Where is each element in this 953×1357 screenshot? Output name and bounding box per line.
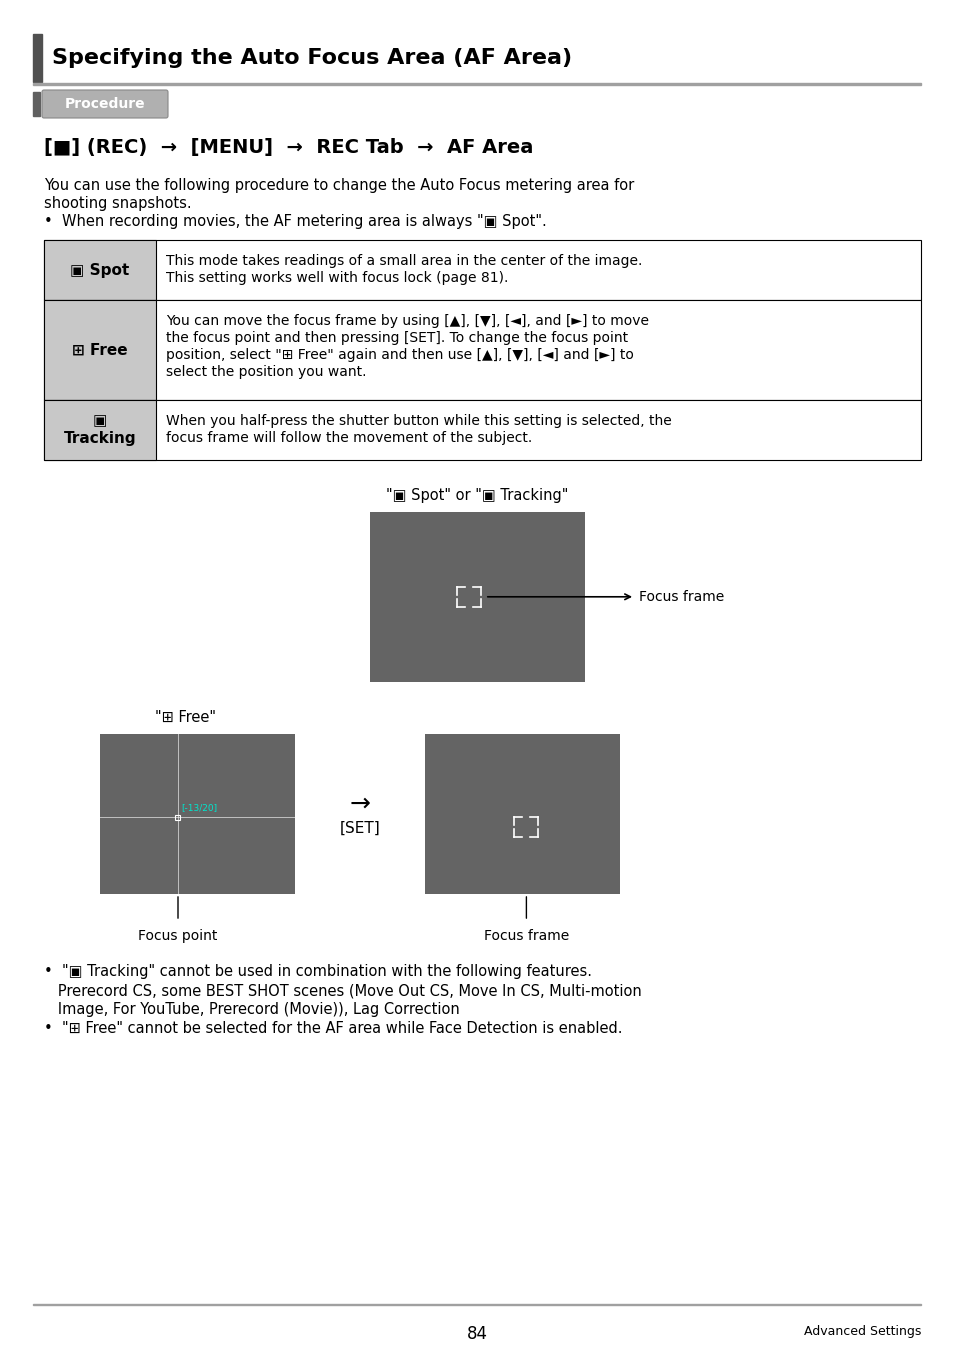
Text: position, select "⊞ Free" again and then use [▲], [▼], [◄] and [►] to: position, select "⊞ Free" again and then… bbox=[166, 347, 633, 362]
Text: select the position you want.: select the position you want. bbox=[166, 365, 366, 379]
Text: You can use the following procedure to change the Auto Focus metering area for: You can use the following procedure to c… bbox=[44, 178, 634, 193]
Text: Image, For YouTube, Prerecord (Movie)), Lag Correction: Image, For YouTube, Prerecord (Movie)), … bbox=[44, 1001, 459, 1016]
Bar bbox=[44, 400, 920, 460]
Text: •  "▣ Tracking" cannot be used in combination with the following features.: • "▣ Tracking" cannot be used in combina… bbox=[44, 963, 592, 978]
Bar bbox=[33, 34, 42, 81]
Text: the focus point and then pressing [SET]. To change the focus point: the focus point and then pressing [SET].… bbox=[166, 331, 627, 345]
Text: [■] (REC)  →  [MENU]  →  REC Tab  →  AF Area: [■] (REC) → [MENU] → REC Tab → AF Area bbox=[44, 138, 533, 157]
Text: "▣ Spot" or "▣ Tracking": "▣ Spot" or "▣ Tracking" bbox=[385, 489, 568, 503]
Text: This setting works well with focus lock (page 81).: This setting works well with focus lock … bbox=[166, 271, 508, 285]
Bar bbox=[33, 92, 40, 115]
Bar bbox=[44, 300, 156, 400]
Text: Focus frame: Focus frame bbox=[483, 930, 568, 943]
Text: Tracking: Tracking bbox=[64, 432, 136, 446]
Bar bbox=[424, 734, 619, 894]
Bar bbox=[100, 734, 294, 894]
Text: [-13/20]: [-13/20] bbox=[181, 803, 217, 813]
Text: Focus frame: Focus frame bbox=[639, 590, 723, 604]
Bar bbox=[44, 240, 920, 300]
Text: Focus point: Focus point bbox=[138, 930, 217, 943]
Bar bbox=[175, 814, 180, 820]
Text: Procedure: Procedure bbox=[65, 96, 145, 111]
Text: ⊞ Free: ⊞ Free bbox=[72, 342, 128, 357]
Text: Specifying the Auto Focus Area (AF Area): Specifying the Auto Focus Area (AF Area) bbox=[52, 47, 572, 68]
FancyBboxPatch shape bbox=[42, 90, 168, 118]
Text: Prerecord CS, some BEST SHOT scenes (Move Out CS, Move In CS, Multi-motion: Prerecord CS, some BEST SHOT scenes (Mov… bbox=[44, 982, 641, 997]
Text: "⊞ Free": "⊞ Free" bbox=[154, 710, 215, 725]
Text: •  When recording movies, the AF metering area is always "▣ Spot".: • When recording movies, the AF metering… bbox=[44, 214, 546, 229]
Text: focus frame will follow the movement of the subject.: focus frame will follow the movement of … bbox=[166, 432, 532, 445]
Bar bbox=[44, 240, 156, 300]
Bar bbox=[33, 1304, 920, 1305]
Bar bbox=[370, 512, 584, 683]
Text: ▣: ▣ bbox=[92, 414, 107, 429]
Text: When you half-press the shutter button while this setting is selected, the: When you half-press the shutter button w… bbox=[166, 414, 671, 427]
Text: shooting snapshots.: shooting snapshots. bbox=[44, 195, 192, 210]
Bar bbox=[44, 400, 156, 460]
Text: 84: 84 bbox=[466, 1324, 487, 1343]
Text: •  "⊞ Free" cannot be selected for the AF area while Face Detection is enabled.: • "⊞ Free" cannot be selected for the AF… bbox=[44, 1020, 622, 1035]
Text: ▣ Spot: ▣ Spot bbox=[71, 262, 130, 277]
Text: [SET]: [SET] bbox=[339, 821, 380, 836]
Text: This mode takes readings of a small area in the center of the image.: This mode takes readings of a small area… bbox=[166, 254, 641, 267]
Bar bbox=[33, 83, 920, 85]
Text: Advanced Settings: Advanced Settings bbox=[802, 1324, 920, 1338]
Text: →: → bbox=[349, 792, 370, 816]
Bar bbox=[44, 300, 920, 400]
Text: You can move the focus frame by using [▲], [▼], [◄], and [►] to move: You can move the focus frame by using [▲… bbox=[166, 313, 648, 328]
